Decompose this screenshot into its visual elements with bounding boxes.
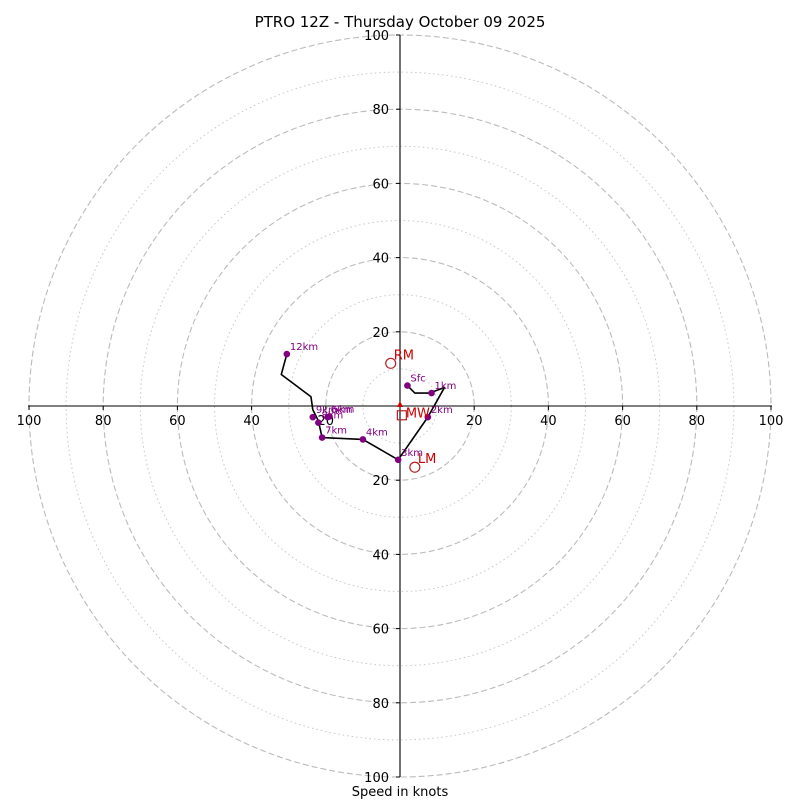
x-tick-label: 80 <box>689 414 706 429</box>
height-marker-point <box>283 350 291 358</box>
height-marker-label: 7km <box>325 426 347 437</box>
y-tick-label: 80 <box>372 697 389 712</box>
x-tick-label: 100 <box>17 414 42 429</box>
height-marker-point <box>404 382 411 389</box>
chart-title: PTRO 12Z - Thursday October 09 2025 <box>255 13 546 31</box>
height-marker-label: 12km <box>290 342 318 353</box>
x-axis-label: Speed in knots <box>352 785 449 800</box>
storm-motions: RM LM MW <box>385 348 436 473</box>
y-tick-label: 100 <box>364 29 389 44</box>
axis-ticks: 100 80 60 40 20 20 40 60 80 100100806040202040608… <box>17 29 784 786</box>
y-tick-label: 20 <box>372 326 389 341</box>
y-tick-label: 20 <box>372 474 389 489</box>
height-marker-point <box>315 419 322 426</box>
y-tick-label: 40 <box>372 548 389 563</box>
y-tick-label: 60 <box>372 623 389 638</box>
height-marker-label: 8km <box>321 411 343 422</box>
x-tick-label: 40 <box>540 414 557 429</box>
height-marker-point <box>318 434 326 441</box>
height-marker-label: 1km <box>435 381 457 392</box>
y-tick-label: 80 <box>372 103 389 118</box>
height-marker-label: 2km <box>431 405 453 416</box>
y-tick-label: 60 <box>372 177 389 192</box>
height-marker-point <box>428 389 435 397</box>
height-marker-point <box>324 413 331 421</box>
storm-motion-label: RM <box>394 348 414 363</box>
x-tick-label: 60 <box>614 414 631 429</box>
x-tick-label: 100 <box>759 414 784 429</box>
height-marker-point <box>359 436 367 443</box>
x-tick-label: 40 <box>243 414 260 429</box>
height-marker-label: 3km <box>401 448 423 459</box>
height-marker-point <box>309 413 317 421</box>
height-marker-label: 4km <box>366 427 388 438</box>
x-tick-label: 60 <box>169 414 186 429</box>
y-tick-label: 40 <box>372 252 389 267</box>
height-marker-point <box>394 456 402 464</box>
storm-motion-marker <box>409 461 421 473</box>
mean-wind-arrow <box>397 401 403 407</box>
height-marker-point <box>424 413 432 421</box>
storm-motion-label: LM <box>418 452 436 467</box>
storm-motion-marker <box>385 357 397 369</box>
x-tick-label: 20 <box>466 414 483 429</box>
mean-wind-marker <box>396 410 407 421</box>
height-marker-label: 9km <box>316 405 338 416</box>
x-tick-label: 80 <box>95 414 112 429</box>
storm-motion-label: MW <box>406 406 430 421</box>
height-marker-label: Sfc <box>410 374 425 385</box>
height-marker-label: 5km <box>333 404 355 415</box>
height-marker-label: 6km <box>331 405 353 416</box>
y-tick-label: 100 <box>364 771 389 786</box>
